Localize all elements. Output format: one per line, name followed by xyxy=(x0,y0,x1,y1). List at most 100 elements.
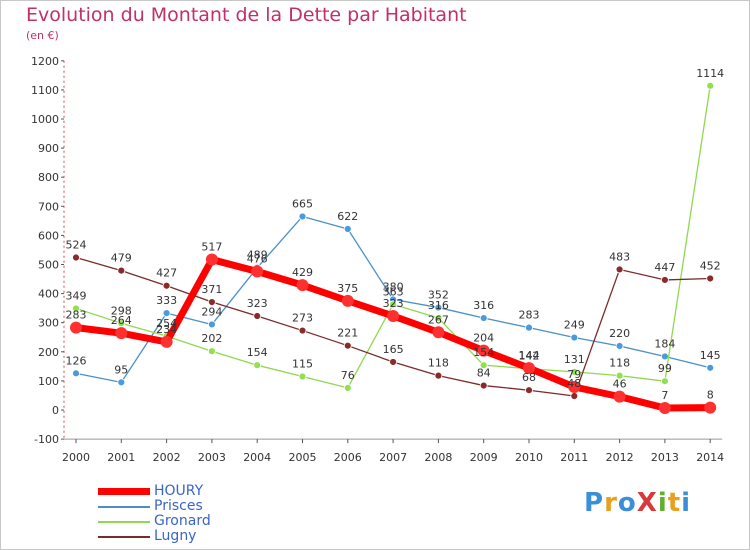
data-point xyxy=(251,265,264,278)
data-label: 264 xyxy=(111,314,132,327)
data-point xyxy=(568,381,581,394)
data-point xyxy=(207,347,216,356)
data-point xyxy=(434,371,443,380)
data-label: 204 xyxy=(473,332,494,345)
y-tick-label: 200 xyxy=(38,346,59,359)
data-label: 298 xyxy=(111,304,132,317)
data-label: 283 xyxy=(66,309,87,322)
data-point xyxy=(661,352,669,361)
data-label: 202 xyxy=(201,332,222,345)
data-label: 145 xyxy=(700,349,721,362)
data-label: 79 xyxy=(567,368,581,381)
data-label: 142 xyxy=(519,350,540,363)
data-point xyxy=(343,383,352,392)
data-label: 375 xyxy=(337,282,358,295)
data-point xyxy=(117,378,126,387)
y-tick-label: 100 xyxy=(38,375,59,388)
y-tick-label: 700 xyxy=(38,200,59,213)
data-point xyxy=(253,312,262,320)
x-tick-label: 2012 xyxy=(606,451,634,464)
data-label: 126 xyxy=(66,354,87,367)
data-point xyxy=(343,225,352,233)
data-label: 1114 xyxy=(696,67,724,80)
data-label: 220 xyxy=(609,327,630,340)
x-tick-label: 2010 xyxy=(515,451,543,464)
data-point xyxy=(661,377,669,386)
data-point xyxy=(72,369,80,378)
data-label: 249 xyxy=(564,319,585,332)
data-label: 352 xyxy=(428,289,449,302)
data-point xyxy=(479,381,488,390)
data-point xyxy=(525,323,533,332)
data-label: 380 xyxy=(383,280,404,293)
data-point xyxy=(253,361,262,370)
data-label: 316 xyxy=(428,299,449,312)
data-label: 479 xyxy=(111,252,132,265)
y-tick-label: 900 xyxy=(38,142,59,155)
x-tick-label: 2008 xyxy=(424,451,452,464)
data-point xyxy=(72,304,80,313)
data-point xyxy=(661,276,669,284)
legend-swatch xyxy=(98,536,150,538)
data-label: 68 xyxy=(522,371,536,384)
data-label: 323 xyxy=(247,297,268,310)
data-point xyxy=(432,326,445,339)
legend-label: Gronard xyxy=(154,513,211,529)
data-point xyxy=(706,81,715,90)
data-label: 483 xyxy=(609,250,630,263)
data-point xyxy=(298,212,307,221)
data-label: 48 xyxy=(567,377,581,390)
data-point xyxy=(162,281,171,290)
data-point xyxy=(162,309,171,317)
data-point xyxy=(704,401,717,414)
data-label: 46 xyxy=(613,378,627,391)
data-point xyxy=(115,327,128,340)
legend-swatch xyxy=(98,521,150,523)
data-point xyxy=(389,300,398,309)
x-tick-label: 2004 xyxy=(243,451,271,464)
y-tick-label: 300 xyxy=(38,317,59,330)
data-label: 283 xyxy=(519,309,540,322)
data-point xyxy=(72,253,80,262)
data-label: 118 xyxy=(428,357,449,370)
data-point xyxy=(570,367,579,376)
data-label: 333 xyxy=(156,294,177,307)
series-layer xyxy=(70,81,717,414)
y-tick-label: 1100 xyxy=(31,84,59,97)
data-point xyxy=(205,253,218,266)
chart-axes: -100 0 100 200 300 400 500 600 700 800 900 1000 1100… xyxy=(31,55,724,464)
legend-label: Lugny xyxy=(154,528,197,544)
y-tick-label: 0 xyxy=(52,404,59,417)
data-point xyxy=(389,358,398,366)
x-tick-label: 2005 xyxy=(289,451,317,464)
data-label: 221 xyxy=(337,327,358,340)
data-point xyxy=(117,266,126,275)
data-label: 76 xyxy=(341,369,355,382)
data-point xyxy=(298,326,307,335)
data-label: 665 xyxy=(292,197,313,210)
data-label: 84 xyxy=(477,367,491,380)
data-label: 234 xyxy=(156,323,177,336)
data-point xyxy=(434,303,443,312)
data-label: 99 xyxy=(658,362,672,375)
data-point xyxy=(706,274,715,283)
data-label: 273 xyxy=(292,312,313,325)
x-tick-label: 2002 xyxy=(153,451,181,464)
data-label: 349 xyxy=(66,289,87,302)
x-tick-label: 2007 xyxy=(379,451,407,464)
y-tick-label: 500 xyxy=(38,259,59,272)
x-tick-label: 2001 xyxy=(107,451,135,464)
data-point xyxy=(477,344,490,357)
y-tick-label: 800 xyxy=(38,171,59,184)
data-point xyxy=(341,294,354,307)
data-label: 7 xyxy=(661,389,668,402)
legend-swatch xyxy=(98,488,150,495)
data-label: 294 xyxy=(201,305,222,318)
x-tick-label: 2003 xyxy=(198,451,226,464)
x-tick-label: 2000 xyxy=(62,451,90,464)
data-label: 622 xyxy=(337,210,358,223)
data-point xyxy=(479,361,488,370)
data-label: 8 xyxy=(707,389,714,402)
data-point xyxy=(387,310,400,323)
